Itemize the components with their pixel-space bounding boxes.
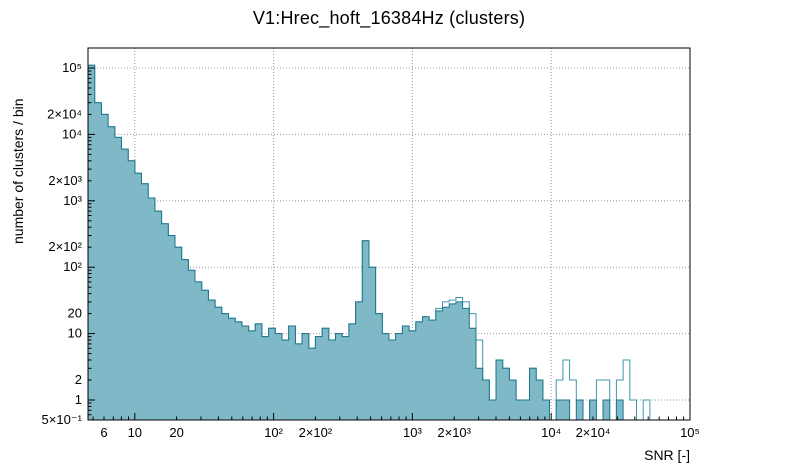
x-tick-label: 10⁵ xyxy=(680,425,700,440)
x-tick-label: 10² xyxy=(264,425,283,440)
chart-title: V1:Hrec_hoft_16384Hz (clusters) xyxy=(252,8,526,28)
x-tick-label: 10 xyxy=(128,425,142,440)
y-tick-label: 10 xyxy=(68,326,82,341)
plot-frame xyxy=(87,47,691,421)
y-tick-label: 20 xyxy=(68,306,82,321)
y-tick-label: 2 xyxy=(75,372,82,387)
y-tick-label: 10² xyxy=(63,259,82,274)
y-tick-label: 10⁴ xyxy=(62,126,82,141)
y-tick-label: 10³ xyxy=(63,193,82,208)
y-tick-label: 2×10³ xyxy=(48,173,82,188)
y-tick-label: 1 xyxy=(75,392,82,407)
x-tick-label: 2×10² xyxy=(299,425,333,440)
y-tick-label: 2×10⁴ xyxy=(47,106,82,121)
x-tick-label: 20 xyxy=(169,425,183,440)
x-tick-label: 10⁴ xyxy=(541,425,561,440)
y-tick-label: 2×10² xyxy=(48,239,82,254)
y-tick-label: 10⁵ xyxy=(62,60,82,75)
y-tick-labels: 5×10⁻¹ 1 2 10 20 10² 2×10² 10³ 2×10³ 10⁴ 2×10⁴ 10⁵ xyxy=(42,60,83,427)
x-tick-label: 2×10⁴ xyxy=(576,425,611,440)
tick-marks xyxy=(88,47,691,421)
x-tick-label: 6 xyxy=(100,425,107,440)
x-tick-labels: 6 10 20 10² 2×10² 10³ 2×10³ 10⁴ 2×10⁴ 10⁵ xyxy=(100,425,700,440)
x-tick-label: 10³ xyxy=(403,425,422,440)
histogram-filled xyxy=(87,64,690,421)
y-axis-title: number of clusters / bin xyxy=(10,98,26,244)
x-axis-title: SNR [-] xyxy=(644,447,690,463)
y-tick-label: 5×10⁻¹ xyxy=(42,412,83,427)
x-tick-label: 2×10³ xyxy=(437,425,471,440)
